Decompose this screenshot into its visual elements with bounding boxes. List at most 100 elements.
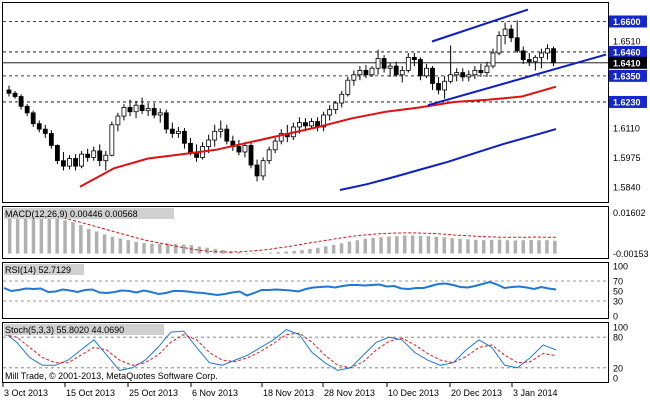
price-label-box [609,69,647,82]
rsi-pane-frame [2,262,609,319]
candle-bear [520,50,526,60]
trend-channel-lower [427,53,607,107]
macd-bar [489,239,494,254]
candle-bull [309,121,314,127]
macd-bar [276,252,281,254]
candle-bull [272,140,278,151]
candle-bear [224,128,230,142]
candle-bear [18,96,24,107]
macd-label: MACD(12,26,9) 0.00446 0.00568 [5,209,138,219]
candle-bear [6,89,12,94]
price-axis-label: 1.5840 [613,182,641,192]
macd-bar [142,243,146,254]
macd-bar [260,253,265,254]
macd-bar [55,218,59,254]
macd-bar [442,237,446,254]
candle-bull [502,28,508,37]
candle-bear [182,130,187,144]
candle-bull [115,115,121,126]
macd-bar [426,236,431,254]
candle-bull [67,158,72,167]
candle-bull [539,52,544,58]
x-axis-label: 15 Oct 2013 [66,388,115,398]
candle-bear [194,152,199,158]
candle-bear [36,123,42,130]
candle-bull [109,124,115,156]
macd-pane [8,209,557,254]
candle-bull [399,70,405,76]
macd-bar [118,238,123,254]
moving-average-red [79,85,557,188]
x-axis-label: 6 Nov 2013 [192,388,238,398]
candle-bull [484,65,490,73]
candle-bull [296,122,302,128]
macd-bar [8,210,12,254]
macd-bar [434,236,439,254]
macd-bar [181,244,186,254]
candle-bull [496,35,502,54]
candle-bull [266,149,272,162]
candle-bull [218,128,224,132]
candle-bear [55,145,60,162]
price-axis-label: 1.6350 [613,71,641,81]
price-label-box [609,45,647,58]
stoch-axis-label: 100 [613,323,628,333]
macd-bar [347,241,352,254]
candle-bear [393,65,399,76]
candle-bull [466,74,472,78]
rsi-axis-label: 50 [613,287,623,297]
macd-bar [39,214,44,254]
macd-bar [71,222,75,254]
candle-bear [514,37,520,52]
stoch-main-line [3,329,557,371]
rsi-axis-label: 100 [613,262,628,272]
macd-bar [553,240,557,254]
macd-bar [87,228,91,254]
price-axis-label: 1.6110 [613,124,640,134]
stoch-pane [3,329,608,371]
candle-bear [151,108,157,116]
candle-bear [48,133,54,146]
macd-bar [79,225,83,254]
macd-bar [331,244,336,254]
price-axis-label: 1.6510 [613,37,641,47]
candle-bear [508,28,514,39]
candle-bull [375,58,381,69]
macd-bar [308,248,312,254]
candle-bear [478,70,484,73]
candle-bear [254,164,260,177]
candle-bull [327,109,333,116]
rsi-axis-label: 30 [613,297,623,307]
candle-bear [460,72,466,78]
x-axis-label: 20 Dec 2013 [451,388,502,398]
macd-bar [458,238,462,254]
candle-bull [278,133,284,142]
macd-bar [521,240,525,254]
price-axis-label: 1.6460 [613,47,641,57]
candle-bear [169,128,175,134]
stoch-label: Stoch(5,3,3) 55.8020 44.0690 [5,325,124,335]
candle-bull [242,145,248,153]
macd-bar [505,240,510,254]
macd-bar [221,250,225,254]
macd-bar [466,239,470,254]
macd-bar [339,243,344,254]
candle-bear [30,112,36,125]
candle-bear [139,104,145,112]
macd-bar [158,243,162,254]
candle-bull [206,139,212,147]
candle-bull [175,130,181,134]
price-label-box [609,95,647,108]
stoch-axis-label: 80 [613,333,623,343]
macd-bar [545,240,549,254]
candle-bear [381,58,387,69]
candle-bull [357,70,363,76]
candle-bear [417,59,423,77]
candle-bull [532,56,538,63]
macd-bar [63,220,67,254]
macd-bar [31,212,36,254]
candle-bull [321,114,327,128]
macd-bar [150,243,154,254]
